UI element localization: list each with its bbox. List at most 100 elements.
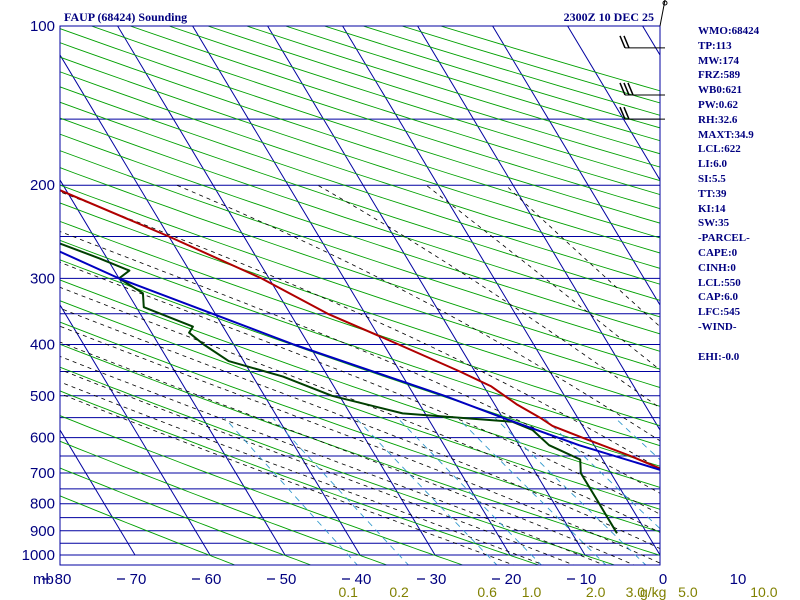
mixing-ratio-label: 0.1 [338,584,358,600]
mixing-ratio-label: 3.0 [626,584,646,600]
mixing-ratio-line [457,417,607,565]
index-item: CINH:0 [698,261,736,274]
index-item: WMO:68424 [698,25,760,37]
mixing-ratio-label: 0.6 [477,584,497,600]
dry-adiabat [60,133,660,335]
temperature-label: 10 [730,571,747,588]
dry-adiabat [60,343,660,556]
dry-adiabat [60,321,660,533]
dry-adiabat [60,71,660,269]
isotherm [417,26,660,431]
parcel-profile [60,250,660,471]
mixing-ratio-label: 10.0 [750,584,777,600]
dry-adiabat [60,150,660,352]
wind-staff-top [659,0,666,27]
pressure-label: 500 [30,388,55,405]
index-item: -PARCEL- [698,232,750,245]
isotherm [192,26,511,556]
index-item: CAPE:0 [698,246,738,259]
isotherm [60,54,361,556]
pressure-label: 800 [30,496,55,513]
moist-adiabat [60,355,605,565]
dry-adiabat [60,495,237,565]
index-item: LCL:550 [698,276,741,289]
index-item: LCL:622 [698,143,741,156]
isotherm [60,179,286,556]
index-item: MW:174 [698,54,739,67]
mixing-ratio-line [494,417,647,565]
isotherm [267,26,586,556]
moist-adiabat [60,231,660,494]
temperature-label: 80 [55,571,72,588]
isotherm [567,26,660,181]
wind-barb-feather [619,106,626,120]
temperature-label: 50 [280,571,297,588]
stability-indices: WMO:68424 TP:113 MW:174 FRZ:589 WB0:621 PW:0.… [698,24,759,364]
observation-time: 2300Z 10 DEC 25 [564,10,654,24]
isotherm [60,429,136,556]
moist-adiabat [60,341,635,565]
dry-adiabat [60,56,660,254]
calm-circle-icon [662,0,668,6]
index-item: KI:14 [698,202,726,215]
moist-adiabat [317,184,660,409]
pressure-label: 100 [30,18,55,35]
mixing-ratio-line [737,418,800,567]
index-item: SI:5.5 [698,172,726,185]
index-item: RH:32.6 [698,113,738,126]
dry-adiabat [60,440,389,565]
isotherm [342,26,660,556]
dry-adiabat [60,467,313,565]
pressure-label: 900 [30,523,55,540]
temperature-label: 70 [130,571,147,588]
mixing-ratio-label: 5.0 [678,584,698,600]
mixing-ratio-line [614,417,660,461]
dry-adiabat [60,184,660,388]
dry-adiabat [60,202,660,407]
dry-adiabat [60,300,660,510]
index-item: EHI:-0.0 [698,350,740,363]
index-item: WB0:621 [698,84,742,97]
moist-adiabat [60,191,660,470]
moist-adiabat [60,307,660,550]
pressure-label: 200 [30,177,55,194]
moist-adiabat [60,393,515,565]
pressure-label: 600 [30,430,55,447]
mixing-ratio-line [397,417,543,565]
pressure-label: 1000 [22,547,55,564]
index-item: PW:0.62 [698,98,739,111]
dewpoint-profile [60,242,618,534]
dry-adiabat [60,279,660,488]
plot-frame [59,25,661,566]
grid-layer [60,26,800,567]
pressure-label: 400 [30,336,55,353]
wind-barb-feather [623,35,630,49]
moist-adiabat [60,261,660,515]
station-title: FAUP (68424) Sounding [64,10,187,24]
mixing-ratio-line [272,417,410,565]
index-item: SW:35 [698,217,730,230]
dry-adiabat [60,42,660,239]
index-item: CAP:6.0 [698,291,739,304]
temperature-label: 60 [205,571,222,588]
profiles-layer [60,189,660,534]
moist-adiabat [505,184,660,328]
temperature-label: 20 [505,571,522,588]
index-item: -WIND- [698,320,737,333]
index-item: LFC:545 [698,306,741,319]
dry-adiabat [60,366,617,565]
index-item: MAXT:34.9 [698,128,754,141]
dry-adiabat [60,101,660,301]
temperature-label: 10 [580,571,597,588]
isotherm [60,304,211,556]
pressure-label: 300 [30,270,55,287]
dry-adiabat [60,239,660,447]
mixing-ratio-line [224,417,358,565]
moist-adiabat [60,369,575,565]
wind-barb-feather [627,82,634,96]
index-item: TT:39 [698,187,727,200]
mixing-ratio-unit: g/kg [640,584,666,600]
dry-adiabat [60,390,541,565]
